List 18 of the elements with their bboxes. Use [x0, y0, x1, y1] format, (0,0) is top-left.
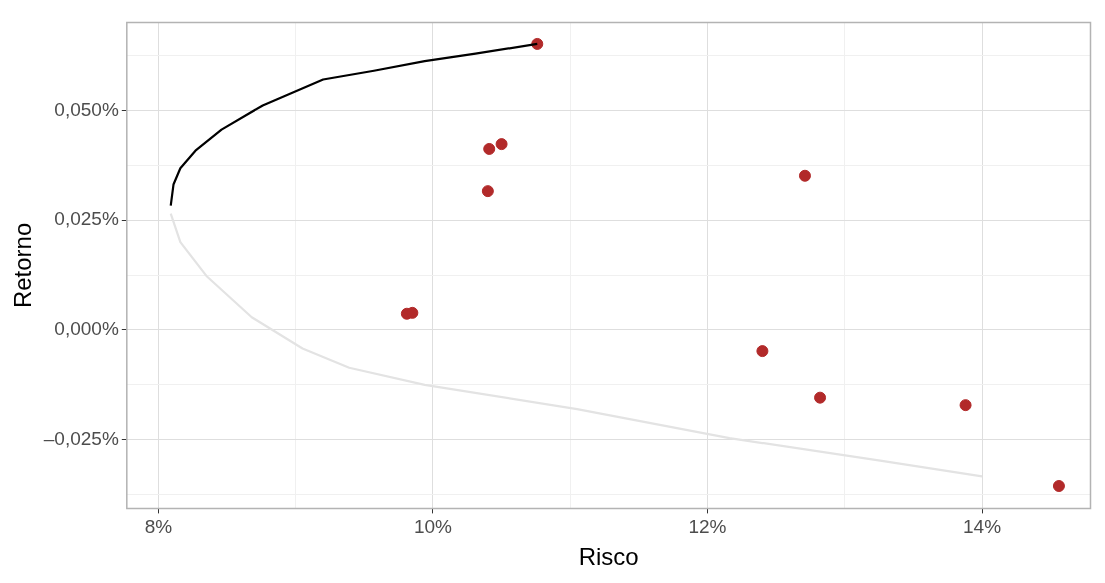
y-tick-label: 0,000% — [54, 318, 119, 340]
x-tick-label: 14% — [963, 516, 1002, 538]
y-tick-label: –0,025% — [43, 428, 119, 450]
x-tick-label: 8% — [144, 516, 173, 538]
y-axis-title: Retorno — [9, 222, 37, 309]
x-tick-label: 10% — [413, 516, 453, 538]
x-axis-title: Risco — [578, 543, 639, 571]
x-tick-label: 12% — [688, 516, 727, 538]
y-tick-label: 0,050% — [54, 98, 119, 120]
point — [756, 345, 769, 358]
point — [959, 399, 972, 412]
point — [483, 142, 496, 155]
point — [798, 169, 811, 182]
point — [814, 391, 827, 404]
point — [495, 138, 508, 151]
point — [481, 185, 494, 198]
point — [1052, 479, 1065, 492]
y-tick-label: 0,025% — [54, 208, 119, 230]
